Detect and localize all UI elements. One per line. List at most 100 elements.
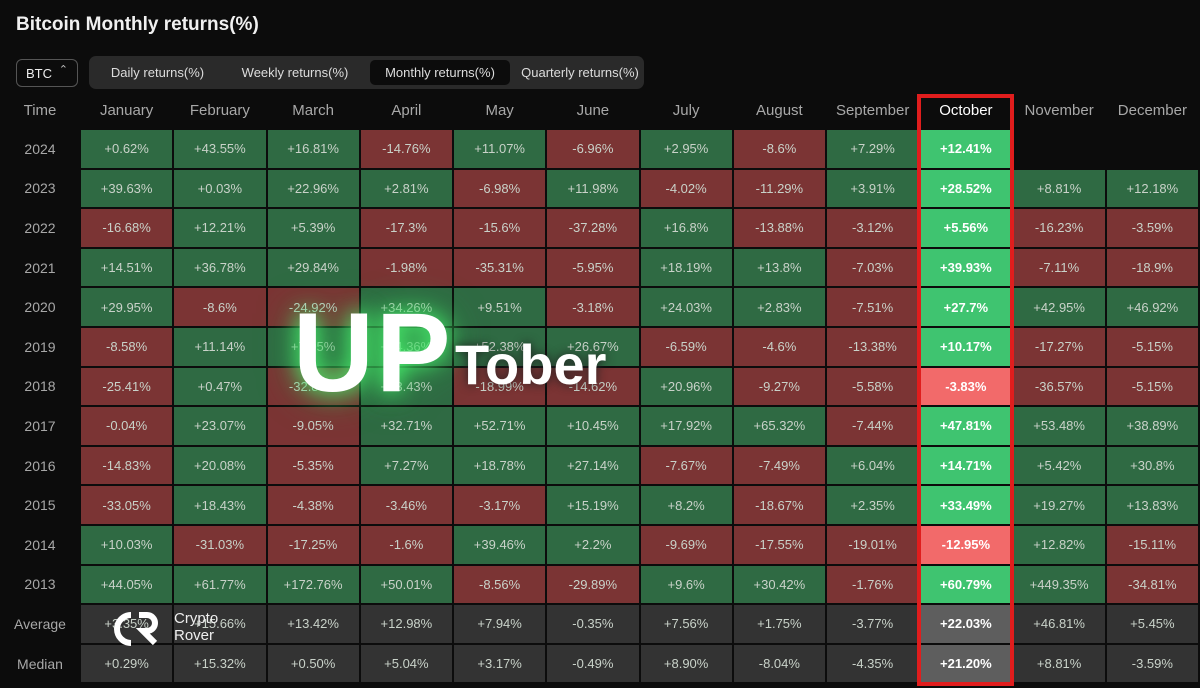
return-cell: -9.05% <box>267 407 359 445</box>
row-label: Average <box>14 615 66 632</box>
summary-cell: +21.20% <box>920 644 1012 683</box>
return-cell: +18.43% <box>174 486 266 524</box>
summary-cell: +8.81% <box>1013 644 1105 683</box>
return-cell: +22.96% <box>267 169 359 208</box>
return-cell: +9.6% <box>640 565 732 604</box>
return-cell: -6.98% <box>454 169 546 208</box>
return-cell: -14.83% <box>81 446 173 485</box>
summary-cell: +0.50% <box>267 644 359 683</box>
return-cell: -5.58% <box>827 367 919 406</box>
return-cell: +50.01% <box>360 565 452 604</box>
summary-cell: +8.90% <box>640 644 732 683</box>
return-cell: +46.92% <box>1106 288 1198 326</box>
return-cell: +11.14% <box>174 328 266 366</box>
return-cell: +2.2% <box>547 526 639 564</box>
asset-selector[interactable]: BTC <box>16 59 78 87</box>
return-cell: +30.42% <box>733 565 825 604</box>
return-cell: +39.46% <box>454 526 546 564</box>
return-cell: +47.81% <box>920 407 1012 445</box>
return-cell: +65.32% <box>733 407 825 445</box>
return-cell: +0.62% <box>81 130 173 168</box>
return-cell: +44.05% <box>81 565 173 604</box>
row-label: 2018 <box>24 378 56 395</box>
return-cell: -16.23% <box>1013 209 1105 247</box>
return-cell: -6.59% <box>640 328 732 366</box>
summary-cell: -4.35% <box>827 644 919 683</box>
return-cell: -5.15% <box>1106 367 1198 406</box>
return-cell: +26.67% <box>547 328 639 366</box>
summary-cell: +3.17% <box>454 644 546 683</box>
return-cell: +53.48% <box>1013 407 1105 445</box>
return-cell: -4.38% <box>267 486 359 524</box>
row-label: 2013 <box>24 576 56 593</box>
return-cell: +10.17% <box>920 328 1012 366</box>
summary-cell: +5.45% <box>1106 605 1198 643</box>
return-cell: -3.18% <box>547 288 639 326</box>
row-label: 2017 <box>24 417 56 434</box>
summary-cell: +7.94% <box>454 605 546 643</box>
return-cell: +0.47% <box>174 367 266 406</box>
return-cell: +3.91% <box>827 169 919 208</box>
return-cell: -7.51% <box>827 288 919 326</box>
return-cell: +13.83% <box>1106 486 1198 524</box>
return-cell: +5.56% <box>920 209 1012 247</box>
row-label: 2016 <box>24 457 56 474</box>
return-cell: +61.77% <box>174 565 266 604</box>
return-cell: +52.71% <box>454 407 546 445</box>
column-header: May <box>485 101 514 119</box>
summary-cell: +46.81% <box>1013 605 1105 643</box>
return-cell: -17.55% <box>733 526 825 564</box>
return-cell: +27.14% <box>547 446 639 485</box>
column-header: Time <box>23 101 57 119</box>
return-cell: +39.93% <box>920 248 1012 287</box>
return-cell: +2.95% <box>640 130 732 168</box>
watermark-text: Rover <box>174 627 215 644</box>
return-cell: +39.63% <box>81 169 173 208</box>
row-label: 2015 <box>24 497 56 514</box>
tab[interactable]: Weekly returns(%) <box>241 65 349 80</box>
return-cell: -18.67% <box>733 486 825 524</box>
return-cell: -4.02% <box>640 169 732 208</box>
return-cell: -3.12% <box>827 209 919 247</box>
return-cell: +33.43% <box>360 367 452 406</box>
row-label: 2014 <box>24 536 56 553</box>
summary-cell: -8.04% <box>733 644 825 683</box>
return-cell: -11.29% <box>733 169 825 208</box>
return-cell: +2.81% <box>360 169 452 208</box>
title: Bitcoin Monthly returns(%) <box>16 14 259 35</box>
return-cell: +0.03% <box>174 169 266 208</box>
tab[interactable]: Quarterly returns(%) <box>521 65 639 80</box>
return-cell: +9.51% <box>454 288 546 326</box>
row-label: 2020 <box>24 299 56 316</box>
return-cell: +20.08% <box>174 446 266 485</box>
return-cell: +16.81% <box>267 130 359 168</box>
tab[interactable]: Monthly returns(%) <box>370 60 510 85</box>
watermark-text: Crypto <box>174 610 219 627</box>
return-cell: -15.6% <box>454 209 546 247</box>
tab[interactable]: Daily returns(%) <box>110 65 205 80</box>
return-cell: -8.56% <box>454 565 546 604</box>
return-cell: -8.6% <box>174 288 266 326</box>
return-cell: -19.01% <box>827 526 919 564</box>
return-cell: -17.3% <box>360 209 452 247</box>
return-cell: +36.78% <box>174 248 266 287</box>
return-cell: -35.31% <box>454 248 546 287</box>
return-cell: +18.78% <box>454 446 546 485</box>
return-cell: -32.85% <box>267 367 359 406</box>
return-cell: +16.8% <box>640 209 732 247</box>
return-cell: -8.6% <box>733 130 825 168</box>
return-cell: -14.62% <box>547 367 639 406</box>
return-cell: +5.42% <box>1013 446 1105 485</box>
return-cell: -1.76% <box>827 565 919 604</box>
return-cell: -36.57% <box>1013 367 1105 406</box>
return-cell: -3.17% <box>454 486 546 524</box>
return-cell: -9.27% <box>733 367 825 406</box>
return-cell: +27.7% <box>920 288 1012 326</box>
column-header: September <box>835 101 910 119</box>
return-cell: +32.71% <box>360 407 452 445</box>
return-cell: -3.59% <box>1106 209 1198 247</box>
return-cell: +33.49% <box>920 486 1012 524</box>
headline: UP <box>293 290 453 415</box>
return-cell: +12.41% <box>920 130 1012 168</box>
return-cell: +2.83% <box>733 288 825 326</box>
